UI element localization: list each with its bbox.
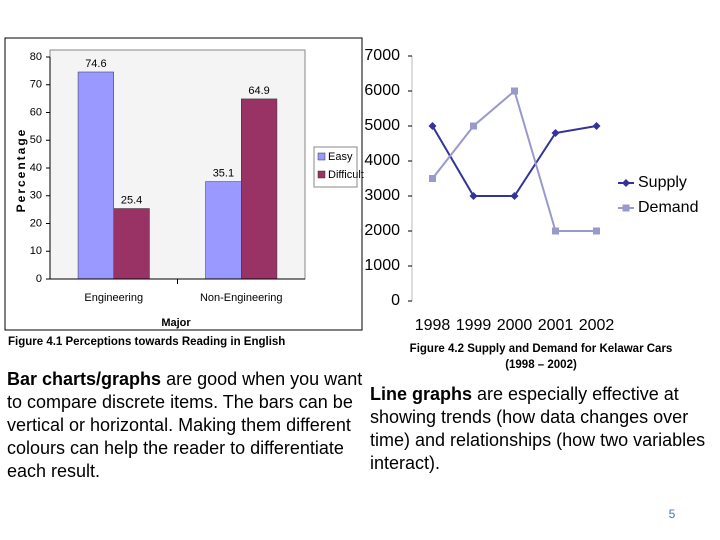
y-tick-label: 50 xyxy=(30,134,42,146)
legend-label: Difficult xyxy=(328,169,364,181)
y-tick-label: 70 xyxy=(30,79,42,91)
paragraph: Bar charts/graphs are good when you want… xyxy=(7,368,363,483)
y-tick-label: 40 xyxy=(30,162,42,174)
value-label: 35.1 xyxy=(213,168,234,180)
x-tick-label: 1999 xyxy=(456,317,492,334)
x-axis-title: Major xyxy=(161,317,191,329)
point xyxy=(511,87,518,95)
value-label: 25.4 xyxy=(121,194,142,206)
y-tick-label: 4000 xyxy=(364,152,400,169)
x-tick-label: Engineering xyxy=(84,292,143,304)
y-tick-label: 0 xyxy=(391,292,400,309)
y-tick-label: 80 xyxy=(30,51,42,63)
y-axis-title: Percentage xyxy=(14,128,28,213)
point xyxy=(428,122,437,130)
value-label: 64.9 xyxy=(248,85,269,97)
x-tick-label: 2000 xyxy=(497,317,533,334)
paragraph-lead: Line graphs xyxy=(370,384,473,404)
line xyxy=(431,89,597,232)
point xyxy=(592,122,601,130)
x-tick-label: 1998 xyxy=(415,317,451,334)
point xyxy=(551,129,560,137)
x-tick-label: 2002 xyxy=(579,317,615,334)
y-tick-label: 30 xyxy=(30,190,42,202)
bar xyxy=(205,181,242,280)
y-tick-label: 3000 xyxy=(364,187,400,204)
paragraph-text: are especially effective at showing tren… xyxy=(370,384,706,473)
y-tick-label: 2000 xyxy=(364,222,400,239)
legend-label: Demand xyxy=(638,199,698,216)
point xyxy=(552,227,559,235)
caption: Figure 4.2 Supply and Demand for Kelawar… xyxy=(409,343,673,355)
x-tick-label: Non-Engineering xyxy=(200,292,283,304)
point xyxy=(469,192,478,200)
legend-label: Easy xyxy=(328,151,353,163)
y-tick-label: 1000 xyxy=(364,257,400,274)
legend-marker xyxy=(622,179,630,187)
y-tick-label: 5000 xyxy=(364,117,400,134)
bar xyxy=(77,71,115,280)
y-tick-label: 60 xyxy=(30,106,42,118)
y-tick-label: 6000 xyxy=(364,82,400,99)
y-tick-label: 0 xyxy=(36,273,42,285)
bar xyxy=(241,98,278,280)
page-number: 5 xyxy=(668,507,676,521)
legend-marker xyxy=(622,204,630,212)
x-tick-label: 2001 xyxy=(538,317,574,334)
paragraph-lead: Bar charts/graphs xyxy=(7,369,162,389)
caption: (1998 – 2002) xyxy=(505,359,577,371)
point xyxy=(510,192,519,200)
paragraph-text: are good when you want to compare discre… xyxy=(7,369,363,481)
bar xyxy=(113,208,150,280)
y-tick-label: 20 xyxy=(30,217,42,229)
legend-swatch xyxy=(317,170,326,179)
y-tick-label: 7000 xyxy=(364,47,400,64)
point xyxy=(593,227,600,235)
caption: Figure 4.1 Perceptions towards Reading i… xyxy=(8,336,286,348)
point xyxy=(429,175,436,182)
legend-label: Supply xyxy=(638,174,687,191)
value-label: 74.6 xyxy=(85,58,106,70)
chart-frame xyxy=(4,37,363,331)
line xyxy=(431,125,597,197)
legend-swatch xyxy=(317,152,326,161)
paragraph: Line graphs are especially effective at … xyxy=(370,383,718,475)
y-tick-label: 10 xyxy=(30,245,42,257)
point xyxy=(470,122,477,130)
